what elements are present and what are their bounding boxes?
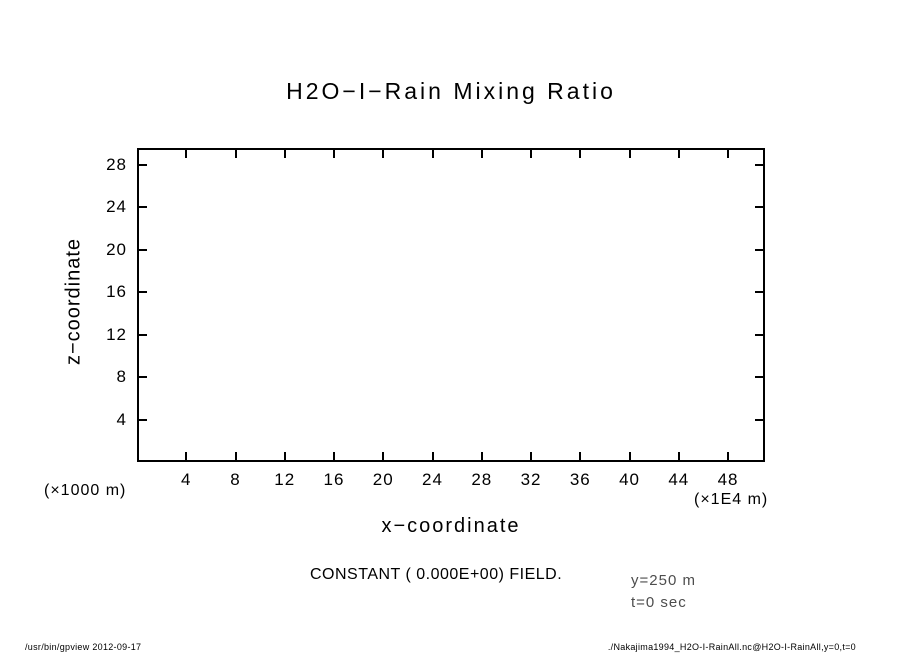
y-tick-label: 20 [106, 239, 127, 259]
y-tick-label: 16 [106, 282, 127, 302]
x-tick-label: 36 [569, 470, 591, 489]
footer-command-line: /usr/bin/gpview 2012-09-17 [25, 642, 142, 652]
x-tick-label: 32 [520, 470, 542, 489]
x-tick-label: 16 [323, 470, 345, 489]
x-tick-label: 4 [181, 470, 192, 489]
constant-field-note: CONSTANT ( 0.000E+00) FIELD. [310, 566, 563, 583]
x-tick-label: 24 [422, 470, 443, 489]
y-slice-annotation: y=250 m [631, 572, 696, 589]
x-tick-label: 40 [619, 470, 641, 489]
chart-title: H2O−I−Rain Mixing Ratio [286, 78, 616, 104]
x-tick-label: 20 [372, 470, 394, 489]
plot-area [137, 148, 765, 462]
x-axis-label: x−coordinate [381, 515, 521, 537]
y-tick-label: 12 [106, 324, 127, 344]
time-annotation: t=0 sec [631, 594, 687, 611]
y-tick-label: 24 [106, 197, 127, 217]
y-tick-label: 28 [106, 154, 127, 174]
y-tick-label: 4 [116, 409, 127, 429]
x-tick-label: 44 [668, 470, 690, 489]
y-tick-label: 8 [116, 367, 127, 387]
x-axis-unit-label: (×1E4 m) [694, 491, 769, 508]
x-tick-label: 48 [717, 470, 739, 489]
y-axis-label: z−coordinate [62, 237, 85, 366]
x-tick-label: 28 [471, 470, 493, 489]
x-tick-label: 12 [274, 470, 296, 489]
footer-data-source: ./Nakajima1994_H2O-I-RainAll.nc@H2O-I-Ra… [607, 642, 856, 652]
y-axis-unit-label: (×1000 m) [44, 482, 127, 499]
x-tick-label: 8 [230, 470, 241, 489]
